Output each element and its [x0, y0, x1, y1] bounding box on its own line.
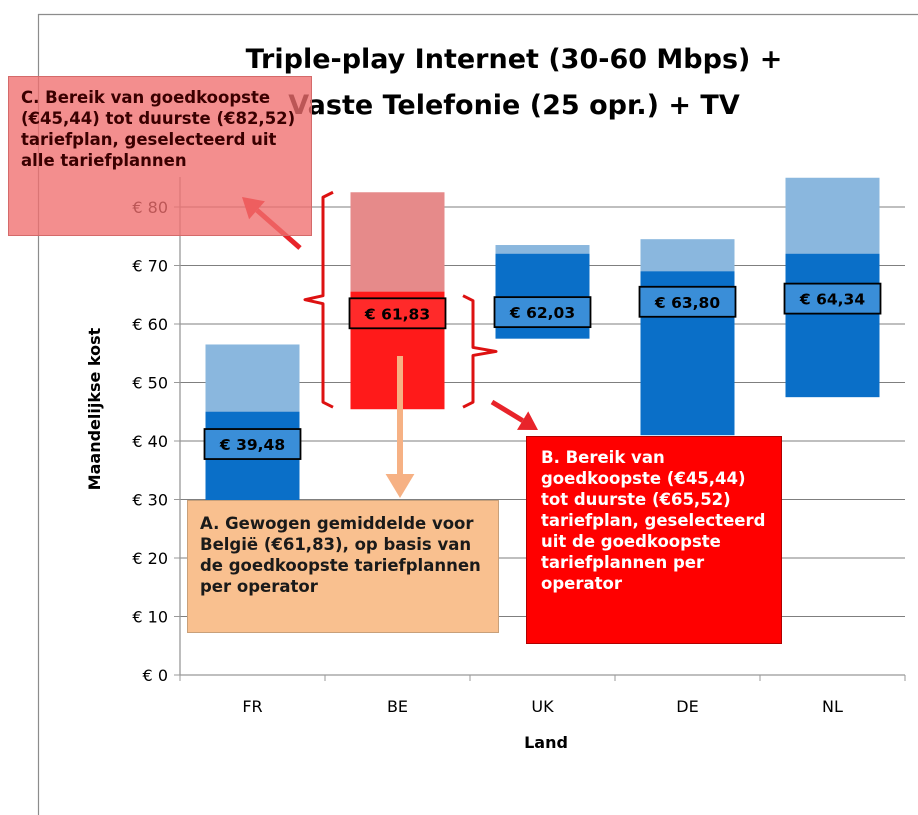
data-label-box	[783, 282, 882, 315]
bracket-cheapest	[462, 294, 498, 409]
data-label-de: € 63,80	[638, 285, 737, 318]
data-label-box	[203, 428, 302, 460]
arrow-shaft	[490, 399, 524, 423]
arrow-to-callout-a	[385, 356, 415, 498]
data-label-be: € 61,83	[348, 297, 447, 330]
bracket-all-tariffs	[303, 190, 334, 409]
annotations	[242, 190, 538, 498]
data-label-nl: € 64,34	[783, 282, 882, 315]
chart-title-line-2: Vaste Telefonie (25 opr.) + TV	[288, 90, 740, 121]
x-tick-label-uk: UK	[531, 697, 554, 716]
y-tick-label: € 0	[143, 666, 168, 685]
x-axis-title: Land	[524, 733, 568, 752]
chart-title-line-1: Triple-play Internet (30-60 Mbps) +	[246, 44, 783, 75]
arrow-to-callout-b	[490, 399, 538, 430]
x-tick-label-de: DE	[676, 697, 698, 716]
y-tick-label: € 50	[132, 374, 168, 393]
data-label-box	[493, 296, 592, 329]
data-label-fr: € 39,48	[203, 428, 302, 460]
x-tick-label-nl: NL	[822, 697, 843, 716]
data-label-box	[638, 285, 737, 318]
data-label-text: € 61,83	[364, 305, 430, 323]
data-label-box	[348, 297, 447, 330]
data-label-text: € 62,03	[509, 304, 575, 322]
bar-range-cheapest-nl	[785, 253, 880, 398]
y-tick-label: € 40	[132, 432, 168, 451]
data-label-uk: € 62,03	[493, 296, 592, 329]
y-tick-label: € 70	[132, 257, 168, 276]
bars: € 39,48 € 61,83 € 62,03 € 63,80 € 64,34	[203, 177, 882, 503]
callout-c-all-tariffs: C. Bereik van goedkoopste (€45,44) tot d…	[8, 76, 312, 236]
y-tick-label: € 30	[132, 491, 168, 510]
arrow-head	[385, 474, 415, 498]
callout-a-weighted-average: A. Gewogen gemiddelde voor België (€61,8…	[187, 500, 499, 633]
data-label-text: € 64,34	[799, 291, 865, 309]
data-label-text: € 63,80	[654, 294, 720, 312]
callout-b-cheapest-range: B. Bereik van goedkoopste (€45,44) tot d…	[526, 436, 782, 644]
data-label-text: € 39,48	[219, 436, 285, 454]
y-tick-label: € 60	[132, 315, 168, 334]
arrow-head	[517, 411, 538, 430]
y-tick-label: € 10	[132, 608, 168, 627]
y-tick-label: € 20	[132, 549, 168, 568]
x-tick-label-fr: FR	[242, 697, 262, 716]
y-axis-title: Maandelijkse kost	[85, 327, 104, 490]
x-tick-label-be: BE	[387, 697, 408, 716]
